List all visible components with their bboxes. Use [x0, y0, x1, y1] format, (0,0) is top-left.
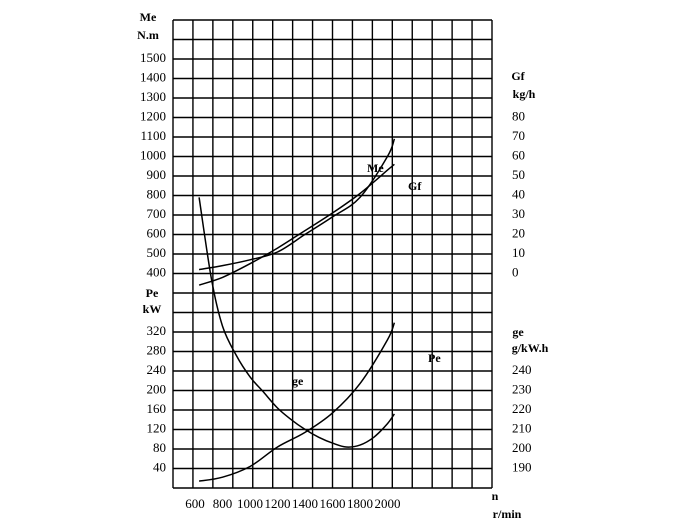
me-tick-label: 400 — [147, 265, 167, 280]
ge-tick-label: 220 — [512, 401, 532, 416]
me-axis-name: Me — [140, 10, 157, 24]
x-tick-label: 600 — [185, 496, 205, 511]
curve-pe — [198, 322, 396, 482]
pe-tick-label: 240 — [147, 362, 167, 377]
pe-axis-unit: kW — [143, 302, 162, 316]
curve-label-me: Me — [367, 161, 384, 175]
ge-tick-label: 230 — [512, 382, 532, 397]
curve-label-ge: ge — [292, 374, 304, 388]
gf-tick-label: 60 — [512, 148, 525, 163]
gf-tick-label: 10 — [512, 245, 525, 260]
gf-axis-unit: kg/h — [513, 87, 536, 101]
gf-tick-label: 70 — [512, 128, 525, 143]
curve-label-pe: Pe — [428, 351, 441, 365]
curve-gf — [198, 138, 396, 271]
me-tick-label: 1500 — [140, 50, 166, 65]
gf-axis-name: Gf — [511, 69, 525, 83]
ge-axis-unit: g/kW.h — [512, 341, 549, 355]
ge-tick-label: 240 — [512, 362, 532, 377]
me-tick-label: 800 — [147, 187, 167, 202]
x-tick-label: 1600 — [320, 496, 346, 511]
pe-tick-label: 320 — [147, 323, 167, 338]
x-tick-label: 1400 — [292, 496, 318, 511]
ge-tick-label: 190 — [512, 460, 532, 475]
me-tick-label: 1100 — [140, 128, 166, 143]
curve-ge — [198, 197, 396, 448]
pe-tick-label: 120 — [147, 421, 167, 436]
curve-label-gf: Gf — [408, 179, 422, 193]
me-tick-label: 600 — [147, 226, 167, 241]
gf-tick-label: 0 — [512, 265, 519, 280]
grid-lines — [172, 19, 493, 489]
me-tick-label: 700 — [147, 206, 167, 221]
pe-axis-name: Pe — [146, 286, 159, 300]
me-tick-label: 1400 — [140, 70, 166, 85]
me-tick-label: 900 — [147, 167, 167, 182]
me-tick-label: 1000 — [140, 148, 166, 163]
x-tick-label: 1000 — [237, 496, 263, 511]
x-tick-label: 2000 — [375, 496, 401, 511]
ge-axis-name: ge — [512, 325, 524, 339]
x-tick-label: 800 — [213, 496, 233, 511]
ge-tick-label: 210 — [512, 421, 532, 436]
me-tick-label: 1300 — [140, 89, 166, 104]
pe-tick-label: 160 — [147, 401, 167, 416]
x-axis-name: n — [492, 489, 499, 503]
gf-tick-label: 30 — [512, 206, 525, 221]
x-tick-label: 1800 — [347, 496, 373, 511]
me-tick-label: 1200 — [140, 109, 166, 124]
gf-tick-label: 80 — [512, 109, 525, 124]
gf-tick-label: 40 — [512, 187, 525, 202]
gf-tick-label: 20 — [512, 226, 525, 241]
tick-labels: 1500140013001200110010009008007006005004… — [140, 50, 532, 511]
ge-tick-label: 200 — [512, 440, 532, 455]
x-axis-unit: r/min — [493, 507, 522, 521]
me-axis-unit: N.m — [137, 28, 159, 42]
curve-me — [198, 163, 395, 286]
me-tick-label: 500 — [147, 245, 167, 260]
pe-tick-label: 200 — [147, 382, 167, 397]
gf-tick-label: 50 — [512, 167, 525, 182]
pe-tick-label: 80 — [153, 440, 166, 455]
pe-tick-label: 40 — [153, 460, 166, 475]
x-tick-label: 1200 — [265, 496, 291, 511]
pe-tick-label: 280 — [147, 343, 167, 358]
curves — [198, 138, 396, 482]
